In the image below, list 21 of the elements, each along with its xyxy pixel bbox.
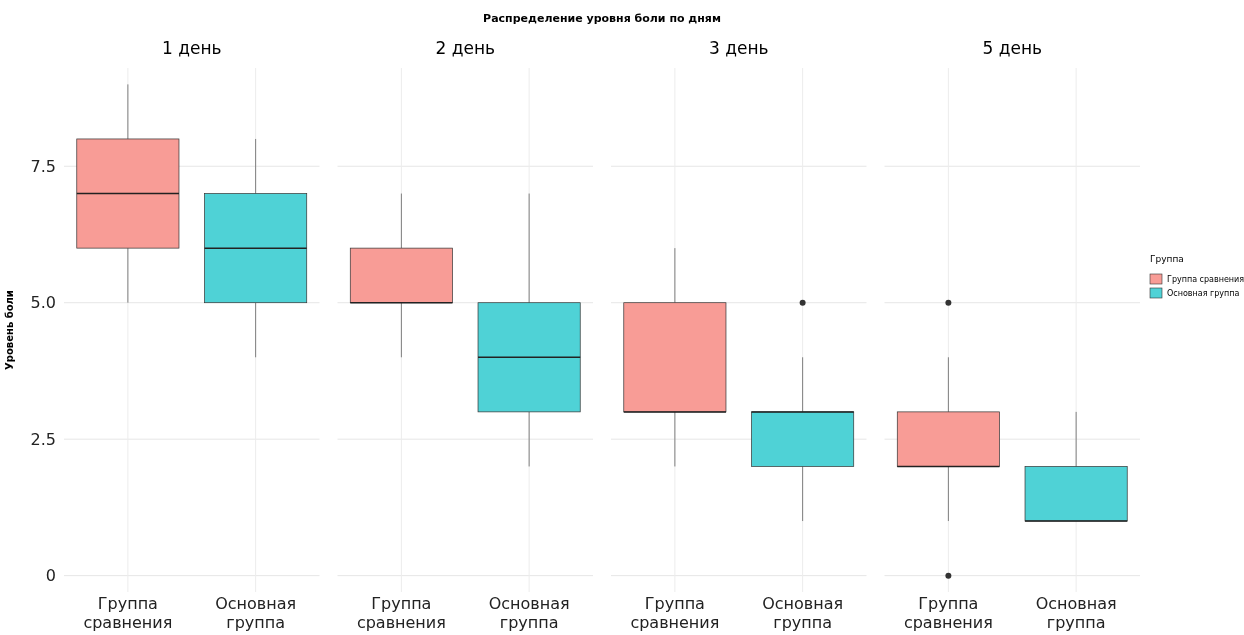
x-tick-label: Группа сравнения (903, 594, 993, 632)
y-tick-label: 7.5 (30, 156, 56, 176)
x-tick-label: Основная группа (488, 594, 570, 632)
y-tick-label: 2.5 (30, 429, 56, 449)
x-tick-label: Группа сравнения (356, 594, 446, 632)
chart-subtitle: 5 день (982, 38, 1043, 58)
x-tick-label: Основная группа (762, 594, 844, 632)
y-axis-title: Уровень боли (4, 290, 15, 370)
legend-title: Группа (1150, 254, 1184, 264)
legend-label: Основная группа (1167, 289, 1240, 298)
chart-subtitle: 2 день (435, 38, 496, 58)
x-tick-label: Основная группа (215, 594, 297, 632)
text: Распределение уровня боли по дням (483, 12, 721, 25)
legend-label: Группа сравнения (1167, 275, 1244, 284)
y-tick-label: 0 (45, 566, 56, 586)
y-tick-label: 5.0 (30, 293, 56, 313)
x-tick-label: Группа сравнения (83, 594, 173, 632)
x-tick-label: Основная группа (1035, 594, 1117, 632)
chart-subtitle: 3 день (708, 38, 769, 58)
x-tick-label: Группа сравнения (630, 594, 720, 632)
chart-subtitle: 1 день (161, 38, 222, 58)
